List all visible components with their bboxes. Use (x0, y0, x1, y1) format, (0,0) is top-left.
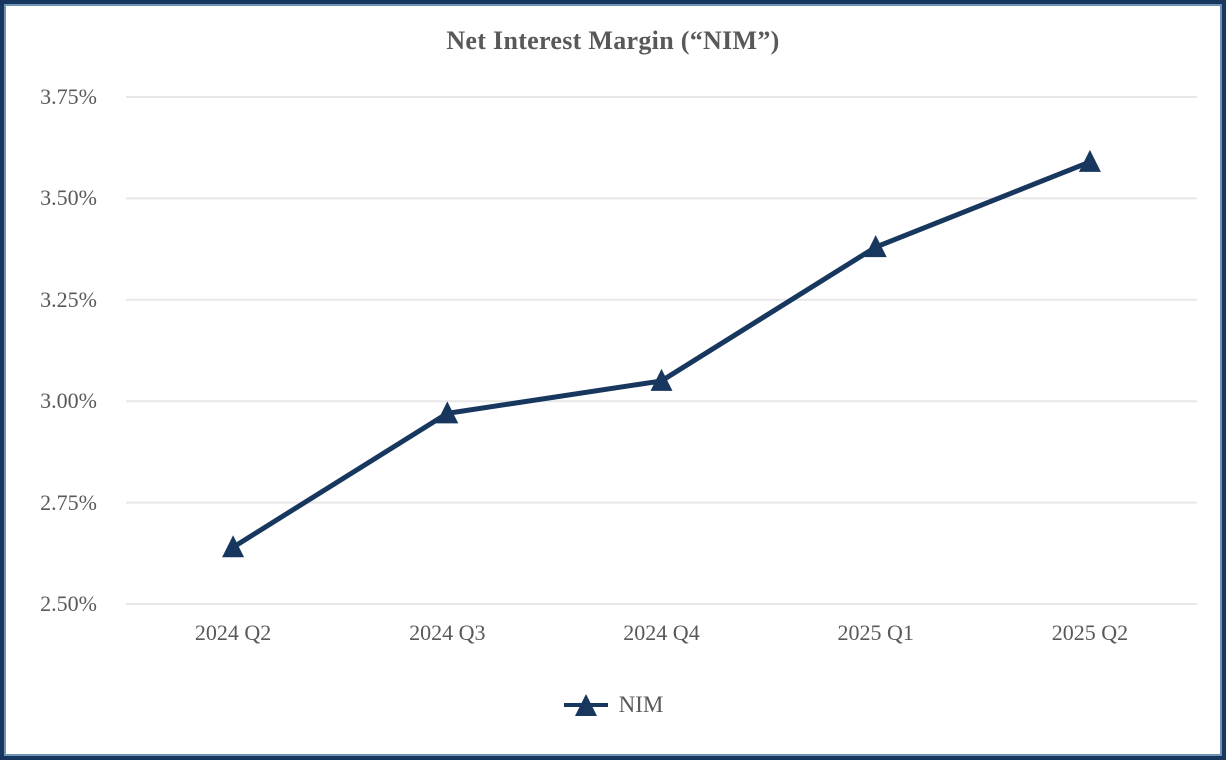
x-axis-tick-label: 2025 Q1 (837, 620, 914, 645)
y-axis-tick-label: 3.00% (40, 388, 97, 414)
data-point-marker (1078, 149, 1101, 172)
y-axis-tick-label: 3.75% (40, 84, 97, 109)
y-axis-tick-label: 2.50% (40, 591, 97, 616)
x-axis-tick-label: 2024 Q3 (409, 620, 486, 645)
data-point-marker (864, 235, 887, 258)
y-axis-tick-label: 3.50% (40, 185, 97, 211)
x-axis-tick-label: 2024 Q2 (194, 620, 272, 645)
y-axis-tick-label: 2.75% (40, 489, 97, 515)
triangle-marker-icon (563, 694, 608, 716)
x-axis-tick-label: 2024 Q4 (623, 620, 700, 645)
chart-title: Net Interest Margin (“NIM”) (446, 26, 780, 55)
legend-label: NIM (618, 692, 664, 717)
data-point-marker (650, 368, 673, 391)
y-axis-tick-label: 3.25% (40, 286, 97, 312)
legend: NIM (0, 692, 1226, 718)
x-axis-tick-label: 2025 Q2 (1051, 620, 1129, 645)
nim-line-series (230, 159, 1093, 550)
data-point-marker (436, 401, 459, 424)
data-point-marker (222, 535, 245, 558)
